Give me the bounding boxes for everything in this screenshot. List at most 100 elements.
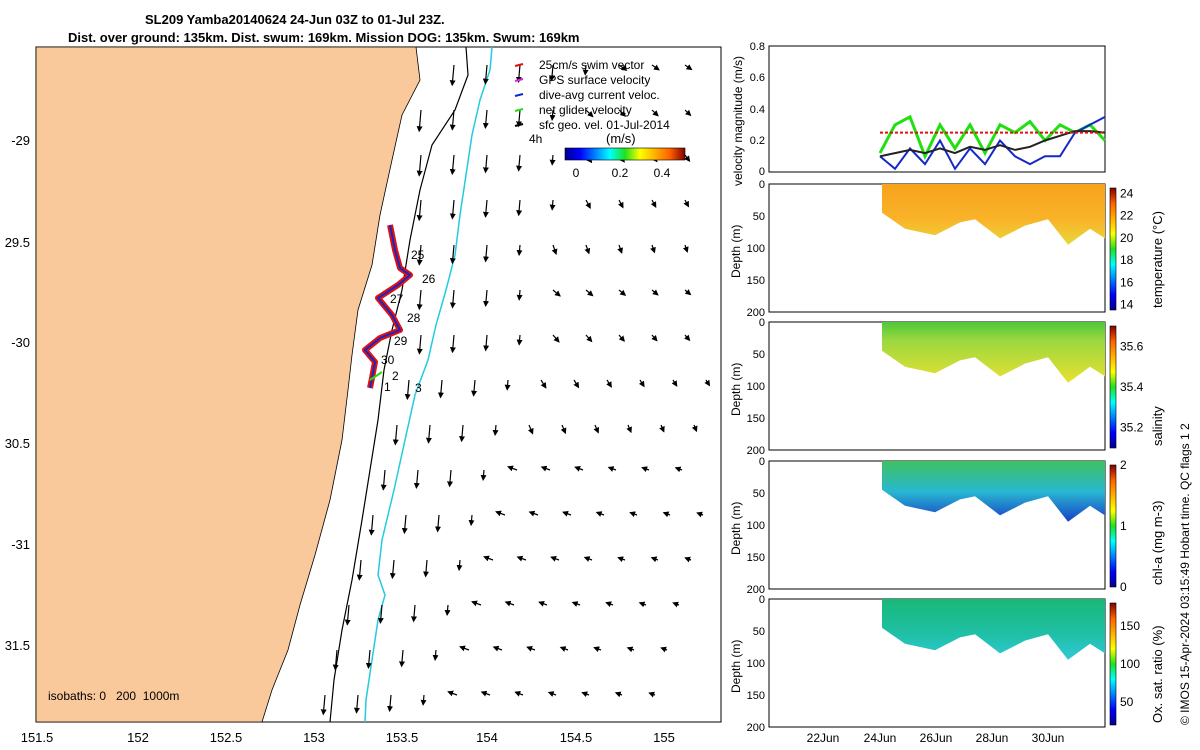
section-ylabel: Depth (m) xyxy=(729,502,743,555)
section-data-patch xyxy=(882,461,1105,522)
day-label: 1 xyxy=(384,380,391,394)
section-panel-4: 0 50 100 150 200 Depth (m) 150 100 50 Ox. sat. ra… xyxy=(729,594,1165,734)
velocity-arrow xyxy=(483,289,490,307)
velocity-arrow xyxy=(380,469,387,491)
vel-y-tick: 0.4 xyxy=(750,104,765,116)
section-y-tick: 100 xyxy=(747,243,765,255)
section-y-tick: 50 xyxy=(753,349,765,361)
velocity-arrow xyxy=(549,199,556,211)
velocity-series xyxy=(878,114,1107,171)
chart-title-line2: Dist. over ground: 135km. Dist. swum: 16… xyxy=(68,30,580,45)
velocity-arrow xyxy=(432,649,439,661)
velocity-arrow xyxy=(595,511,605,517)
section-colorbar xyxy=(1109,464,1117,588)
section-ylabel: Depth (m) xyxy=(729,640,743,693)
section-colorbar xyxy=(1109,325,1117,449)
velocity-arrow xyxy=(585,289,594,297)
velocity-arrow xyxy=(495,510,506,517)
colorbar-label: Ox. sat. ratio (%) xyxy=(1150,625,1165,723)
colorbar-label: temperature (°C) xyxy=(1150,211,1165,308)
section-panel-3: 0 50 100 150 200 Depth (m) 2 1 0 chl-a (mg m-3) xyxy=(729,456,1165,596)
velocity-arrow xyxy=(538,601,548,607)
velocity-arrow xyxy=(482,154,489,174)
velocity-arrow xyxy=(516,199,523,217)
velocity-arrow xyxy=(399,649,406,668)
velocity-arrow xyxy=(551,244,558,256)
velocity-arrow xyxy=(651,289,659,296)
legend-4h: 4h xyxy=(529,132,542,146)
velocity-arrow xyxy=(416,244,423,266)
velocity-arrow xyxy=(413,469,420,489)
colorbar-label: chl-a (mg m-3) xyxy=(1150,500,1165,585)
velocity-arrow xyxy=(456,559,463,572)
legend-item: sfc geo. vel. 01-Jul-2014 xyxy=(539,118,670,132)
day-label: 28 xyxy=(407,311,421,325)
velocity-arrow xyxy=(607,466,617,472)
map-x-tick: 152 xyxy=(127,730,149,745)
velocity-arrow xyxy=(528,510,539,517)
velocity-arrow xyxy=(684,334,691,342)
velocity-arrow xyxy=(704,379,711,387)
velocity-arrow xyxy=(449,199,456,220)
velocity-arrow xyxy=(449,289,456,309)
day-label: 2 xyxy=(392,369,399,383)
colorbar-tick: 22 xyxy=(1120,209,1134,223)
velocity-arrow xyxy=(482,199,489,218)
velocity-arrow xyxy=(471,379,478,397)
velocity-arrow xyxy=(641,466,650,473)
velocity-arrow xyxy=(696,511,704,518)
velocity-arrow xyxy=(471,600,482,607)
velocity-arrow xyxy=(420,694,427,706)
velocity-arrow xyxy=(480,469,487,481)
velocity-arrow xyxy=(626,424,632,434)
section-y-tick: 0 xyxy=(759,456,765,468)
velocity-arrow xyxy=(437,379,444,399)
legend-item: net glider velocity xyxy=(539,103,632,117)
velocity-arrow xyxy=(659,424,665,433)
velocity-arrow xyxy=(411,604,418,623)
day-label: 29 xyxy=(394,334,408,348)
velocity-arrow xyxy=(549,109,556,121)
colorbar-tick: 100 xyxy=(1120,657,1140,671)
velocity-arrow xyxy=(425,424,432,444)
velocity-arrow xyxy=(593,646,602,653)
velocity-arrow xyxy=(449,154,456,176)
map-y-tick: -29 xyxy=(11,133,30,148)
velocity-arrow xyxy=(582,64,589,76)
time-axis: 22Jun 24Jun 26Jun 28Jun 30Jun xyxy=(807,731,1065,745)
section-y-tick: 0 xyxy=(759,594,765,606)
map-y-tick: 30.5 xyxy=(5,436,30,451)
legend-item: 25cm/s swim vector xyxy=(539,58,644,72)
velocity-arrow xyxy=(562,510,572,517)
velocity-arrow xyxy=(483,334,490,352)
velocity-arrow xyxy=(514,691,524,697)
isobath-200m xyxy=(329,46,469,723)
velocity-arrow xyxy=(684,64,693,71)
velocity-arrow xyxy=(584,244,591,255)
velocity-arrow xyxy=(444,604,451,616)
velocity-arrow xyxy=(423,559,429,578)
legend-item: dive-avg current veloc. xyxy=(539,88,660,102)
velocity-arrow xyxy=(368,514,375,536)
velocity-arrow xyxy=(684,556,692,563)
velocity-arrow xyxy=(527,424,534,435)
time-tick: 30Jun xyxy=(1032,731,1065,745)
velocity-arrow xyxy=(650,199,657,208)
section-y-tick: 150 xyxy=(747,275,765,287)
section-data-patch xyxy=(882,322,1105,383)
legend-item: GPS surface velocity xyxy=(539,73,650,87)
velocity-arrow xyxy=(560,424,567,435)
velocity-arrow xyxy=(549,154,556,166)
velocity-arrow xyxy=(614,691,623,698)
map-panel: 25 26 27 28 29 30 1 2 3 151.5 152 152.5 … xyxy=(5,46,722,745)
velocity-arrow xyxy=(617,244,623,254)
velocity-arrow xyxy=(618,199,624,209)
velocity-arrow xyxy=(651,64,660,71)
velocity-arrow xyxy=(550,556,560,562)
speed-colorbar-tick: 0.2 xyxy=(612,166,629,180)
velocity-arrow xyxy=(618,109,627,117)
velocity-arrow xyxy=(651,109,659,117)
map-y-tick: 29.5 xyxy=(5,235,30,250)
velocity-arrow xyxy=(585,199,591,209)
velocity-arrow xyxy=(504,600,515,607)
